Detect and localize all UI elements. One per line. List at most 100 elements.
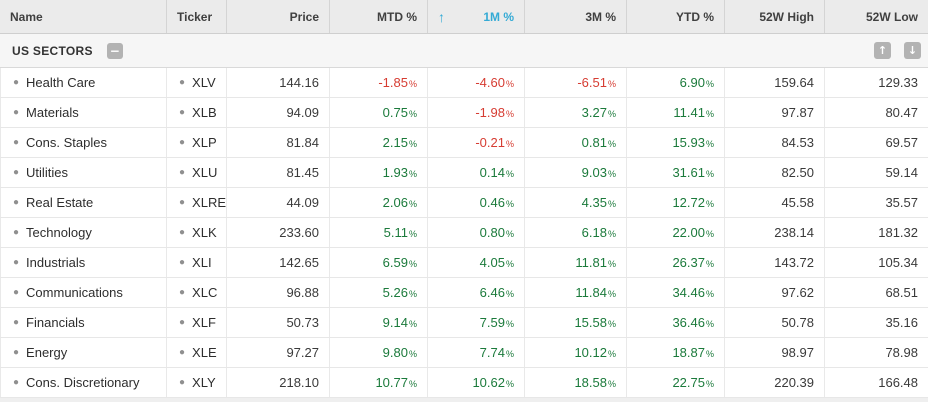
percent-sign: %: [705, 169, 714, 179]
percent-sign: %: [505, 229, 514, 239]
column-header-ticker[interactable]: Ticker: [167, 0, 227, 33]
cell-high52: 159.64: [725, 68, 825, 97]
percent-value: 0.46: [479, 195, 505, 210]
price-value: 233.60: [279, 225, 319, 240]
group-row-us-sectors[interactable]: US SECTORS − ↑ ↓: [0, 34, 928, 68]
column-header-mtd[interactable]: MTD %: [330, 0, 428, 33]
move-group-up-button[interactable]: ↑: [874, 42, 891, 59]
column-header-high52[interactable]: 52W High: [725, 0, 825, 33]
cell-m1: 7.59%: [428, 308, 525, 337]
percent-sign: %: [505, 319, 514, 329]
cell-m1: 0.46%: [428, 188, 525, 217]
percent-value: 11.81: [575, 255, 607, 270]
percent-sign: %: [607, 79, 616, 89]
table-row[interactable]: ● Cons. Staples ● XLP 81.84 2.15% -0.21% 0.81% 1…: [0, 128, 928, 158]
percent-sign: %: [607, 259, 616, 269]
cell-ytd: 22.75%: [627, 368, 725, 397]
cell-m1: 0.14%: [428, 158, 525, 187]
column-header-low52[interactable]: 52W Low: [825, 0, 928, 33]
cell-ytd: 22.00%: [627, 218, 725, 247]
cell-ytd: 26.37%: [627, 248, 725, 277]
percent-sign: %: [705, 79, 714, 89]
bullet-icon: ●: [13, 317, 20, 328]
percent-sign: %: [705, 199, 714, 209]
cell-price: 81.45: [227, 158, 330, 187]
cell-price: 97.27: [227, 338, 330, 367]
table-row[interactable]: ● Communications ● XLC 96.88 5.26% 6.46% 11.84%…: [0, 278, 928, 308]
table-row[interactable]: ● Health Care ● XLV 144.16 -1.85% -4.60% -6.51%…: [0, 68, 928, 98]
cell-mtd: 9.80%: [330, 338, 428, 367]
cell-mtd: 6.59%: [330, 248, 428, 277]
price-value: 142.65: [279, 255, 319, 270]
percent-value: 5.26: [382, 285, 408, 300]
cell-ytd: 6.90%: [627, 68, 725, 97]
cell-high52: 50.78: [725, 308, 825, 337]
table-row[interactable]: ● Cons. Discretionary ● XLY 218.10 10.77% 10.6…: [0, 368, 928, 398]
percent-value: 7.74: [479, 345, 505, 360]
percent-sign: %: [705, 319, 714, 329]
table-row[interactable]: ● Real Estate ● XLRE 44.09 2.06% 0.46% 4.35% 12.…: [0, 188, 928, 218]
cell-high52: 97.87: [725, 98, 825, 127]
percent-value: 6.59: [382, 255, 408, 270]
table-row[interactable]: ● Materials ● XLB 94.09 0.75% -1.98% 3.27% 11.41…: [0, 98, 928, 128]
percent-value: 10.62: [472, 375, 505, 390]
percent-value: 22.00: [672, 225, 705, 240]
low52-value: 166.48: [878, 375, 918, 390]
percent-value: 5.11: [383, 225, 408, 240]
price-value: 44.09: [286, 195, 319, 210]
bottom-strip: [0, 398, 928, 402]
column-header-m3[interactable]: 3M %: [525, 0, 627, 33]
bullet-icon: ●: [179, 107, 186, 118]
column-header-m1[interactable]: ↑ 1M %: [428, 0, 525, 33]
low52-value: 181.32: [878, 225, 918, 240]
cell-ticker: ● XLE: [167, 338, 227, 367]
bullet-icon: ●: [179, 227, 186, 238]
cell-high52: 82.50: [725, 158, 825, 187]
percent-value: 9.80: [382, 345, 408, 360]
percent-value: 36.46: [672, 315, 705, 330]
sector-name: Cons. Discretionary: [26, 375, 140, 390]
cell-high52: 98.97: [725, 338, 825, 367]
arrow-up-icon: ↑: [877, 44, 888, 57]
table-row[interactable]: ● Technology ● XLK 233.60 5.11% 0.80% 6.18% 22.0…: [0, 218, 928, 248]
cell-low52: 129.33: [825, 68, 928, 97]
cell-name: ● Technology: [0, 218, 167, 247]
cell-high52: 143.72: [725, 248, 825, 277]
column-header-name[interactable]: Name: [0, 0, 167, 33]
percent-value: -4.60: [475, 75, 505, 90]
move-group-down-button[interactable]: ↓: [904, 42, 921, 59]
table-row[interactable]: ● Energy ● XLE 97.27 9.80% 7.74% 10.12% 18.87% 98…: [0, 338, 928, 368]
ticker-symbol: XLF: [192, 315, 216, 330]
cell-mtd: 10.77%: [330, 368, 428, 397]
cell-m3: 0.81%: [525, 128, 627, 157]
high52-value: 143.72: [774, 255, 814, 270]
price-value: 94.09: [286, 105, 319, 120]
bullet-icon: ●: [13, 257, 20, 268]
cell-ticker: ● XLK: [167, 218, 227, 247]
cell-name: ● Real Estate: [0, 188, 167, 217]
bullet-icon: ●: [13, 227, 20, 238]
column-header-label: Ticker: [177, 9, 213, 24]
column-header-price[interactable]: Price: [227, 0, 330, 33]
percent-sign: %: [705, 379, 714, 389]
cell-high52: 84.53: [725, 128, 825, 157]
bullet-icon: ●: [179, 77, 186, 88]
bullet-icon: ●: [179, 317, 186, 328]
table-row[interactable]: ● Industrials ● XLI 142.65 6.59% 4.05% 11.81% 26…: [0, 248, 928, 278]
collapse-group-button[interactable]: −: [106, 42, 123, 59]
percent-value: -1.98: [475, 105, 505, 120]
bullet-icon: ●: [179, 257, 186, 268]
bullet-icon: ●: [179, 377, 186, 388]
cell-ticker: ● XLY: [167, 368, 227, 397]
cell-m1: 4.05%: [428, 248, 525, 277]
table-row[interactable]: ● Financials ● XLF 50.73 9.14% 7.59% 15.58% 36.4…: [0, 308, 928, 338]
minus-icon: −: [109, 43, 120, 58]
table-row[interactable]: ● Utilities ● XLU 81.45 1.93% 0.14% 9.03% 31.61%…: [0, 158, 928, 188]
price-value: 97.27: [286, 345, 319, 360]
column-header-ytd[interactable]: YTD %: [627, 0, 725, 33]
high52-value: 220.39: [774, 375, 814, 390]
table-body: ● Health Care ● XLV 144.16 -1.85% -4.60% -6.51%…: [0, 68, 928, 398]
cell-m1: 0.80%: [428, 218, 525, 247]
bullet-icon: ●: [179, 347, 186, 358]
percent-value: 7.59: [479, 315, 505, 330]
